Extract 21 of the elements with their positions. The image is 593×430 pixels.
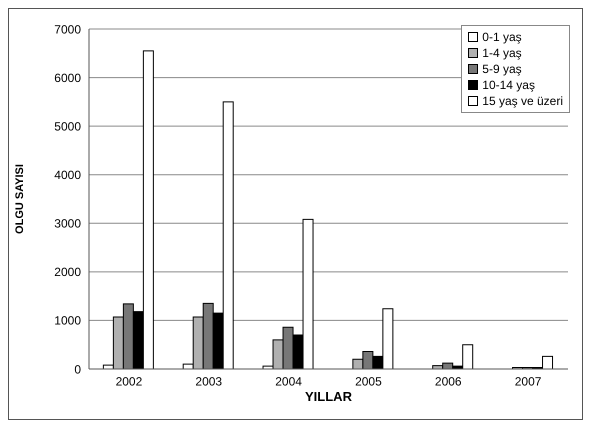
legend-label: 15 yaş ve üzeri <box>482 93 563 109</box>
legend-label: 5-9 yaş <box>482 61 522 77</box>
x-tick-label: 2006 <box>434 374 462 389</box>
x-tick-label: 2005 <box>355 374 382 389</box>
legend-label: 10-14 yaş <box>482 77 535 93</box>
legend-label: 1-4 yaş <box>482 45 522 61</box>
x-axis-title: YILLAR <box>305 389 353 404</box>
y-tick-label: 2000 <box>54 265 82 280</box>
x-tick-label: 2007 <box>514 374 542 389</box>
y-tick-label: 6000 <box>54 70 82 85</box>
y-tick-label: 3000 <box>54 216 82 231</box>
y-tick-label: 4000 <box>54 168 82 182</box>
y-axis-title: OLGU SAYISI <box>14 164 26 234</box>
x-tick-label: 2002 <box>116 374 143 389</box>
x-tick-label: 2003 <box>195 374 222 389</box>
y-tick-label: 0 <box>74 362 82 376</box>
y-tick-label: 1000 <box>54 314 82 328</box>
y-tick-label: 5000 <box>54 119 82 134</box>
legend-label: 0-1 yaş <box>482 29 522 45</box>
y-tick-label: 7000 <box>54 22 82 36</box>
x-tick-label: 2004 <box>275 374 302 389</box>
